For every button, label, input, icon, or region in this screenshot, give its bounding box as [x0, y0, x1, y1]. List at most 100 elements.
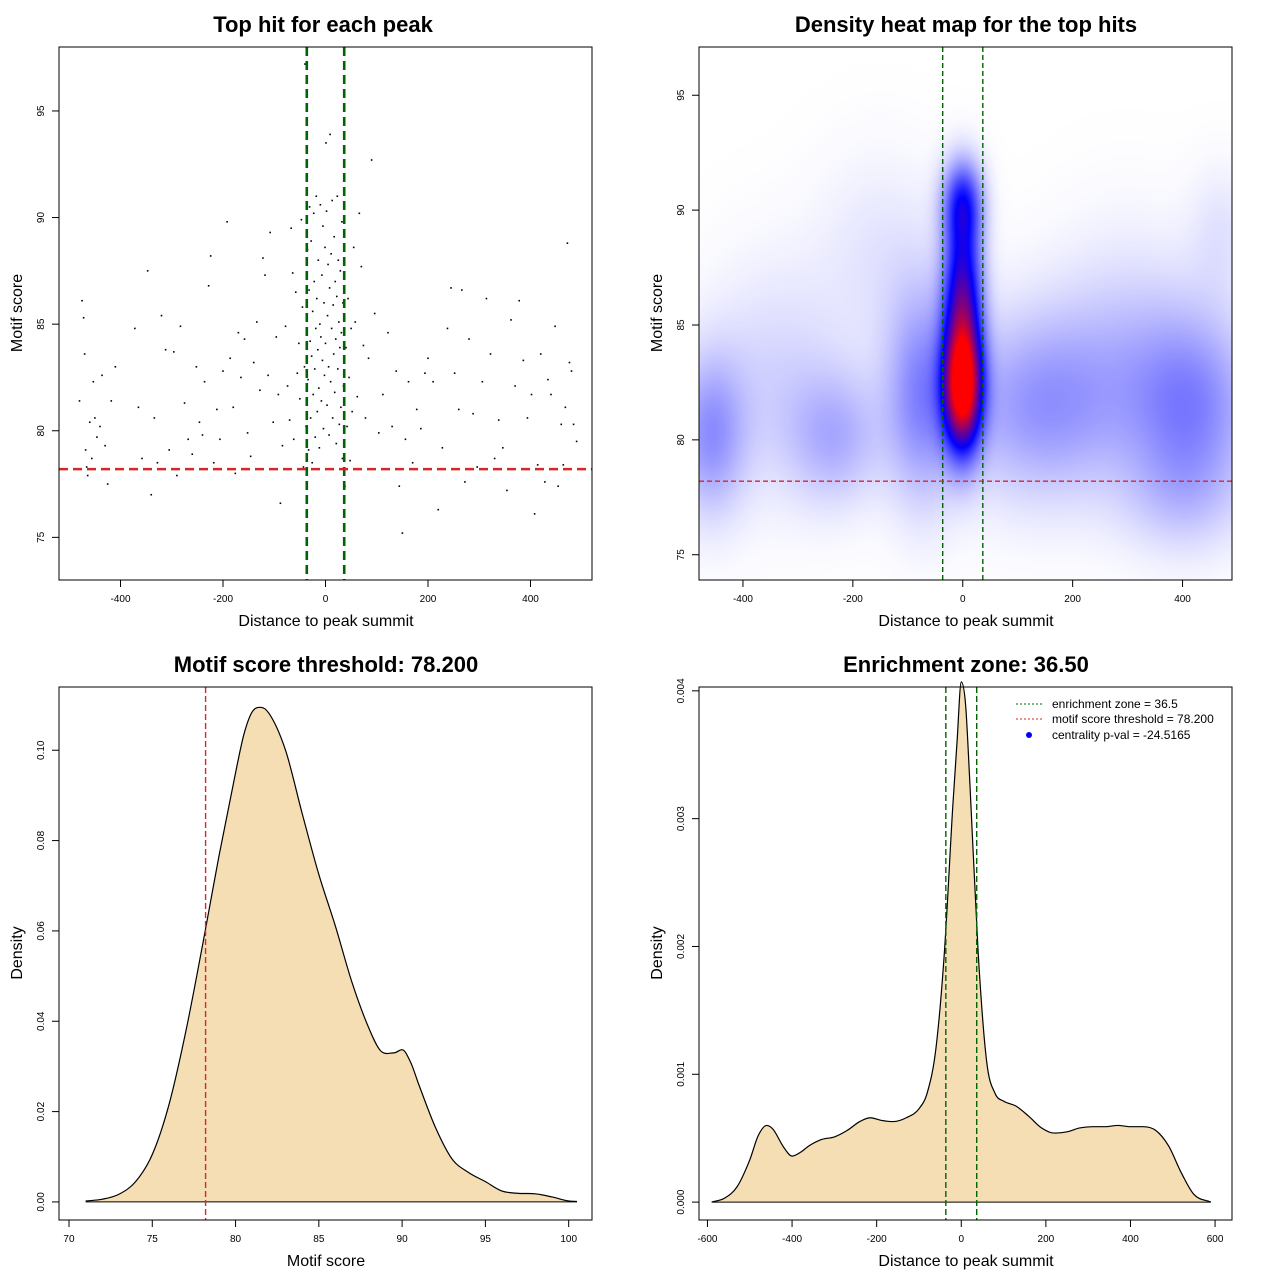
scatter-point	[141, 457, 143, 460]
scatter-point	[352, 246, 355, 249]
scatter-point	[288, 419, 291, 421]
y-tick-label: 0.10	[36, 740, 47, 760]
scatter-point	[339, 270, 342, 272]
scatter-point	[323, 302, 325, 304]
scatter-point	[398, 485, 401, 487]
scatter-point	[84, 449, 87, 451]
scatter-point	[243, 338, 246, 340]
p1-y-axis-label: Motif score	[9, 274, 26, 352]
scatter-point	[481, 380, 484, 383]
scatter-point	[212, 461, 215, 464]
scatter-point	[572, 423, 575, 426]
scatter-point	[150, 493, 153, 496]
scatter-point	[325, 142, 327, 144]
scatter-point	[203, 380, 206, 383]
scatter-point	[92, 380, 95, 383]
scatter-point	[277, 393, 280, 396]
p2-title: Density heat map for the top hits	[795, 12, 1137, 37]
scatter-point	[391, 425, 393, 428]
scatter-point	[304, 63, 306, 65]
x-tick-label: -600	[697, 1234, 717, 1245]
p2-density-heatmap	[699, 47, 1232, 580]
scatter-point	[312, 212, 315, 215]
scatter-point	[296, 372, 299, 374]
scatter-point	[336, 195, 339, 198]
scatter-point	[156, 461, 159, 464]
p3-density-curve	[85, 706, 578, 1203]
scatter-point	[322, 427, 325, 430]
scatter-point	[337, 368, 339, 370]
scatter-point	[91, 457, 93, 460]
x-tick-label: 0	[960, 594, 966, 605]
scatter-point	[547, 378, 549, 381]
p4-y-axis-label: Density	[649, 926, 666, 979]
scatter-point	[554, 325, 556, 328]
p2-reference-lines	[699, 47, 1232, 580]
scatter-point	[427, 357, 429, 360]
scatter-point	[324, 342, 327, 345]
p3-x-axis-label: Motif score	[287, 1253, 365, 1270]
scatter-point	[331, 417, 334, 419]
scatter-point	[298, 342, 300, 345]
y-tick-label: 80	[36, 425, 47, 437]
scatter-point	[309, 417, 312, 419]
y-tick-label: 0.06	[36, 921, 47, 941]
scatter-point	[358, 212, 361, 215]
scatter-point	[78, 400, 81, 402]
density-area	[711, 681, 1211, 1203]
scatter-point	[291, 272, 294, 274]
scatter-point	[321, 359, 324, 362]
scatter-point	[83, 353, 86, 355]
scatter-point	[407, 380, 410, 383]
p1-x-axis: -400 -200 0 200 400	[110, 580, 539, 605]
scatter-point	[86, 474, 89, 477]
y-tick-label: 0.00	[36, 1192, 47, 1212]
p3-plot-frame	[58, 686, 593, 1221]
p2-plot-frame	[698, 46, 1233, 581]
scatter-point	[153, 417, 156, 419]
scatter-point	[114, 366, 117, 368]
x-tick-label: 400	[1174, 594, 1191, 605]
scatter-point	[240, 376, 242, 379]
scatter-point	[493, 457, 496, 460]
scatter-point	[378, 432, 380, 434]
scatter-point	[424, 372, 426, 374]
density-area	[85, 707, 578, 1202]
scatter-point	[312, 393, 314, 396]
scatter-point	[308, 206, 311, 208]
scatter-point	[301, 306, 304, 308]
legend-motif-threshold-label: motif score threshold = 78.200	[1052, 712, 1214, 726]
scatter-point	[566, 242, 569, 244]
scatter-point	[539, 353, 542, 355]
scatter-point	[303, 366, 306, 368]
scatter-point	[290, 227, 292, 230]
scatter-point	[216, 408, 218, 411]
scatter-point	[324, 246, 326, 249]
scatter-point	[370, 159, 373, 161]
scatter-point	[307, 449, 310, 451]
y-tick-label: 0.002	[676, 934, 687, 959]
scatter-point	[441, 447, 444, 449]
scatter-point	[338, 423, 341, 426]
scatter-point	[536, 464, 539, 466]
panel-scatter: Top hit for each peak Distance to peak s…	[9, 12, 593, 630]
x-tick-label: 200	[1064, 594, 1081, 605]
x-tick-label: 80	[230, 1234, 242, 1245]
scatter-point	[340, 406, 342, 409]
scatter-point	[345, 346, 347, 349]
x-tick-label: 0	[323, 594, 329, 605]
scatter-point	[318, 387, 320, 389]
scatter-point	[450, 287, 452, 289]
scatter-point	[176, 474, 178, 477]
p4-title: Enrichment zone: 36.50	[843, 652, 1089, 677]
density-line	[85, 706, 578, 1203]
scatter-point	[314, 327, 317, 330]
scatter-point	[395, 370, 398, 372]
x-tick-label: 75	[147, 1234, 159, 1245]
p4-density-curve	[711, 681, 1212, 1203]
p2-y-axis: 75 80 85 90 95	[676, 89, 699, 560]
scatter-point	[550, 393, 552, 396]
p1-reference-lines	[59, 47, 592, 580]
scatter-point	[104, 444, 106, 447]
panel-distance-density: Enrichment zone: 36.50 Distance to peak …	[649, 652, 1233, 1270]
